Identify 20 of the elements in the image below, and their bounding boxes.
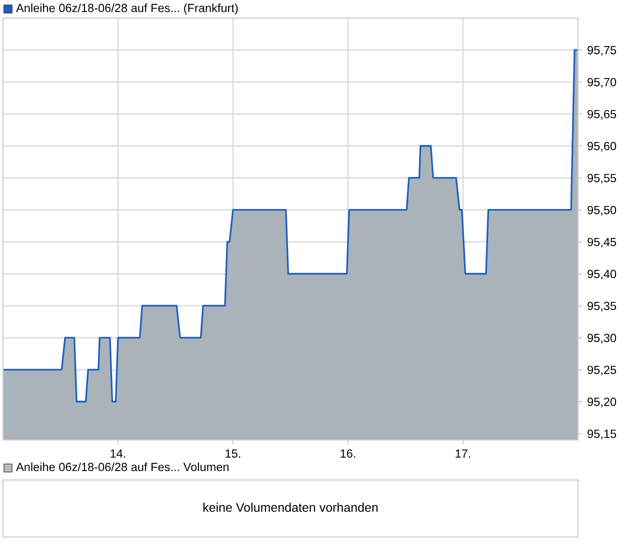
- y-tick-label: 95,65: [588, 110, 616, 120]
- legend-label: Anleihe 06z/18-06/28 auf Fes... (Frankfurt): [16, 4, 238, 14]
- text: keine Volumendaten vorhanden: [203, 502, 378, 512]
- y-tick-label: 95,20: [588, 398, 616, 408]
- y-tick-label: 95,50: [588, 206, 616, 216]
- y-tick-label: 95,25: [588, 366, 616, 376]
- y-tick-label: 95,30: [588, 334, 616, 344]
- y-tick-label: 95,35: [588, 302, 616, 312]
- x-tick-label: 15.: [226, 449, 240, 458]
- x-tick-label: 17.: [456, 449, 470, 458]
- y-tick-label: 95,45: [588, 238, 616, 248]
- x-tick-label: 16.: [340, 449, 356, 458]
- y-tick-label: 95,40: [588, 270, 616, 280]
- y-tick-label: 95,15: [588, 430, 616, 440]
- x-tick-label: 14.: [110, 449, 126, 458]
- y-tick-label: 95,60: [588, 142, 616, 152]
- text: Anleihe 06z/18-06/28 auf Fes... Volumen: [16, 462, 229, 472]
- y-tick-label: 95,70: [588, 78, 616, 88]
- y-tick-label: 95,55: [588, 174, 616, 184]
- y-tick-label: 95,75: [588, 46, 616, 56]
